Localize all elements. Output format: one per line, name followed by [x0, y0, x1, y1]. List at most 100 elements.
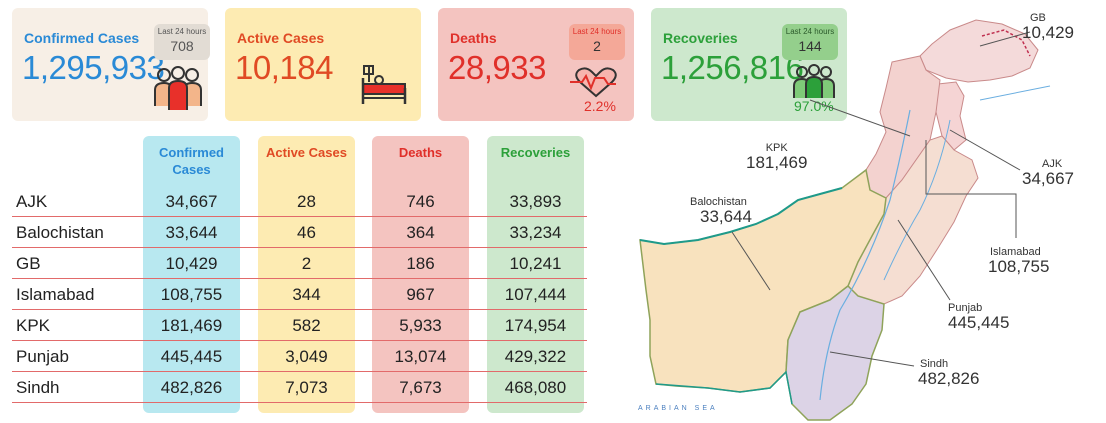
table-row: AJK 34,667 28 746 33,893 — [12, 186, 587, 217]
recoveries-value: 1,256,816 — [661, 49, 804, 86]
pakistan-map: ARABIAN SEA — [638, 19, 1051, 421]
deaths-last24-badge: Last 24 hours 2 — [569, 24, 625, 60]
deaths-cell: 186 — [406, 254, 435, 273]
confirmed-last24-badge: Last 24 hours 708 — [154, 24, 210, 60]
recoveries-percent: 97.0% — [794, 98, 834, 114]
confirmed-cell: 108,755 — [160, 285, 223, 304]
recoveries-last24-badge: Last 24 hours 144 — [782, 24, 838, 60]
recoveries-cell: 429,322 — [504, 347, 567, 366]
column-header-recoveries: Recoveries — [500, 145, 571, 160]
map-label-value: 33,644 — [700, 207, 752, 226]
column-header-deaths: Deaths — [398, 145, 443, 160]
confirmed-cell: 10,429 — [165, 254, 218, 273]
badge-value: 708 — [170, 38, 194, 54]
recoveries-card: Recoveries 1,256,816 Last 24 hours 144 9… — [651, 8, 847, 121]
confirmed-cases-value: 1,295,933 — [22, 49, 165, 86]
deaths-percent: 2.2% — [584, 98, 616, 114]
deaths-column-bg — [372, 136, 469, 413]
map-region-ajk — [935, 81, 967, 151]
deaths-card: Deaths 28,933 Last 24 hours 2 2.2% — [438, 8, 634, 121]
heartbeat-icon — [570, 67, 617, 98]
map-label-name: AJK — [1042, 158, 1063, 170]
deaths-cell: 746 — [406, 192, 435, 211]
province-name: Punjab — [16, 347, 69, 366]
badge-label: Last 24 hours — [157, 27, 207, 36]
map-label-value: 10,429 — [1022, 23, 1074, 42]
active-cell: 2 — [301, 254, 312, 273]
map-label-sindh: Sindh 482,826 — [918, 358, 979, 388]
table-row: Sindh 482,826 7,073 7,673 468,080 — [12, 372, 587, 403]
badge-label: Last 24 hours — [785, 27, 835, 36]
deaths-cell: 13,074 — [394, 347, 447, 366]
province-name: Sindh — [16, 378, 60, 397]
recoveries-title: Recoveries — [663, 30, 738, 46]
recovered-people-icon — [793, 64, 835, 98]
map-label-gb: GB 10,429 — [1022, 12, 1074, 42]
recoveries-cell: 174,954 — [504, 316, 567, 335]
active-cell: 3,049 — [285, 347, 328, 366]
map-label-punjab: Punjab 445,445 — [948, 302, 1009, 332]
map-label-islamabad: Islamabad 108,755 — [988, 246, 1049, 276]
map-label-name: KPK — [765, 142, 788, 154]
recoveries-cell: 107,444 — [504, 285, 567, 304]
column-header-active: Active Cases — [266, 145, 347, 160]
province-name: GB — [16, 254, 41, 273]
table-row: Punjab 445,445 3,049 13,074 429,322 — [12, 341, 587, 372]
confirmed-cell: 181,469 — [160, 316, 223, 335]
column-header-confirmed: Confirmed Cases — [159, 145, 224, 177]
deaths-value: 28,933 — [448, 49, 546, 86]
map-label-kpk: KPK 181,469 — [746, 142, 807, 172]
confirmed-cell: 34,667 — [165, 192, 218, 211]
recoveries-cell: 10,241 — [509, 254, 562, 273]
confirmed-column-bg — [143, 136, 240, 413]
table-row: Balochistan 33,644 46 364 33,234 — [12, 217, 587, 248]
map-label-value: 34,667 — [1022, 169, 1074, 188]
map-label-name: GB — [1030, 12, 1046, 24]
badge-value: 144 — [798, 38, 822, 54]
badge-value: 2 — [593, 38, 601, 54]
deaths-cell: 5,933 — [399, 316, 442, 335]
active-cell: 46 — [297, 223, 316, 242]
table-row: Islamabad 108,755 344 967 107,444 — [12, 279, 587, 310]
map-label-name: Sindh — [920, 358, 949, 370]
people-group-icon — [154, 66, 202, 110]
active-cases-value: 10,184 — [235, 49, 333, 86]
confirmed-cases-card: Confirmed Cases 1,295,933 Last 24 hours … — [12, 8, 210, 121]
active-cases-card: Active Cases 10,184 — [225, 8, 421, 121]
province-name: Balochistan — [16, 223, 104, 242]
map-label-name: Balochistan — [690, 196, 747, 208]
recoveries-cell: 33,234 — [509, 223, 562, 242]
table-row: KPK 181,469 582 5,933 174,954 — [12, 310, 587, 341]
arabian-sea-label: ARABIAN SEA — [638, 405, 718, 412]
recoveries-cell: 33,893 — [509, 192, 562, 211]
province-name: Islamabad — [16, 285, 95, 304]
active-column-bg — [258, 136, 355, 413]
hospital-bed-icon — [361, 65, 407, 104]
map-label-balochistan: Balochistan 33,644 — [690, 196, 752, 226]
active-cell: 28 — [297, 192, 316, 211]
active-cases-title: Active Cases — [237, 30, 325, 46]
deaths-cell: 967 — [406, 285, 435, 304]
map-label-value: 108,755 — [988, 257, 1050, 276]
deaths-cell: 7,673 — [399, 378, 442, 397]
province-name: AJK — [16, 192, 48, 211]
confirmed-cell: 482,826 — [160, 378, 223, 397]
active-cell: 582 — [292, 316, 321, 335]
map-label-name: Islamabad — [990, 246, 1041, 258]
map-region-gb — [919, 19, 1039, 83]
deaths-title: Deaths — [450, 30, 497, 46]
confirmed-cell: 445,445 — [160, 347, 223, 366]
active-cell: 7,073 — [285, 378, 328, 397]
map-label-value: 181,469 — [746, 153, 808, 172]
map-label-name: Punjab — [948, 302, 983, 314]
table-row: GB 10,429 2 186 10,241 — [12, 248, 587, 279]
confirmed-cell: 33,644 — [165, 223, 218, 242]
province-name: KPK — [16, 316, 51, 335]
map-label-ajk: AJK 34,667 — [1022, 158, 1074, 188]
badge-label: Last 24 hours — [572, 27, 622, 36]
active-cell: 344 — [292, 285, 321, 304]
recoveries-cell: 468,080 — [504, 378, 567, 397]
recoveries-column-bg — [487, 136, 584, 413]
deaths-cell: 364 — [406, 223, 435, 242]
confirmed-cases-title: Confirmed Cases — [24, 30, 140, 46]
